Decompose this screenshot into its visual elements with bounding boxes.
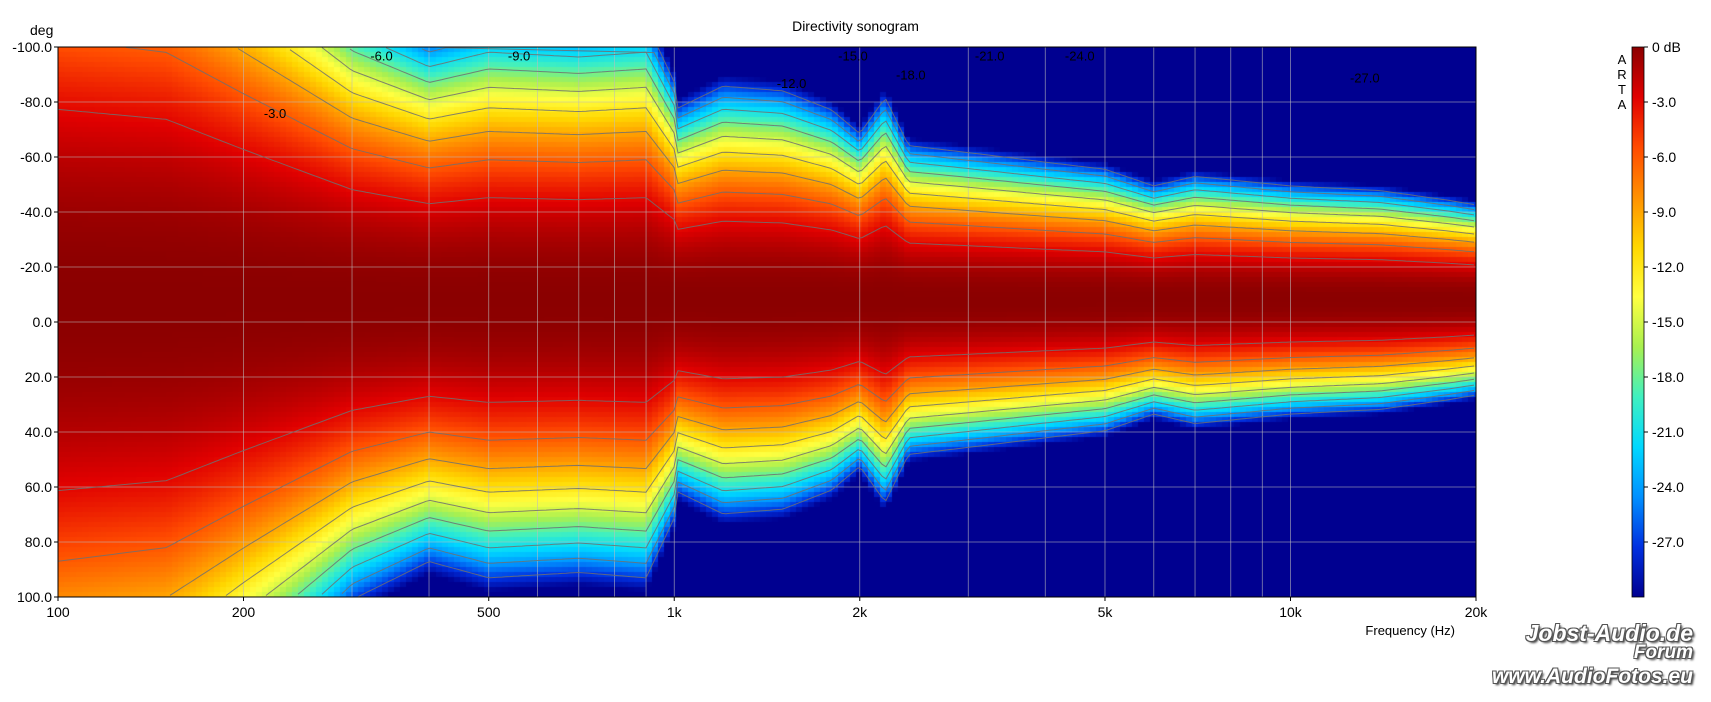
- colorbar-tick-label: -6.0: [1652, 149, 1676, 165]
- y-tick-label: -40.0: [20, 204, 52, 220]
- arta-letter: A: [1617, 52, 1627, 67]
- contour-lines: [57, 46, 1475, 598]
- contour-line: [289, 49, 1475, 235]
- y-tick-label: 20.0: [25, 369, 52, 385]
- y-tick-label: 80.0: [25, 534, 52, 550]
- watermark-line-1: Jobst-Audio.de: [1525, 620, 1693, 646]
- arta-letter: A: [1617, 97, 1627, 112]
- contour-line: [357, 394, 1475, 598]
- contour-label: -12.0: [777, 76, 807, 91]
- watermark-line-3: www.AudioFotos.eu: [1491, 665, 1693, 688]
- contour-label: -21.0: [975, 48, 1005, 63]
- y-tick-label: -20.0: [20, 259, 52, 275]
- colorbar-tick-label: -9.0: [1652, 204, 1676, 220]
- contour-labels: -3.0 -6.0 -9.0 -12.0 -15.0 -18.0 -21.0 -24.0 -27…: [264, 48, 1380, 121]
- contour-line: [297, 378, 1475, 595]
- x-tick-label: 100: [46, 604, 70, 620]
- colorbar: 0 dB -3.0 -6.0 -9.0 -12.0 -15.0 -18.0 -21.0 -24.…: [1631, 39, 1684, 598]
- axes: -100.0 -80.0 -60.0 -40.0 -20.0 0.0 20.0 40.0 60.…: [12, 39, 1488, 638]
- contour-line: [321, 384, 1475, 595]
- x-tick-label: 2k: [852, 604, 868, 620]
- y-tick-label: 100.0: [17, 589, 52, 605]
- y-tick-label: 0.0: [33, 314, 53, 330]
- x-tick-label: 1k: [667, 604, 683, 620]
- arta-letter: R: [1617, 67, 1627, 82]
- y-tick-label: -80.0: [20, 94, 52, 110]
- contour-line: [349, 48, 1475, 222]
- x-axis-label: Frequency (Hz): [1365, 623, 1455, 638]
- colorbar-tick-label: 0 dB: [1652, 39, 1681, 55]
- contour-line: [341, 389, 1475, 594]
- colorbar-tick-label: -27.0: [1652, 534, 1684, 550]
- colorbar-tick-label: -24.0: [1652, 479, 1684, 495]
- contour-line: [57, 334, 1475, 492]
- contour-line: [421, 47, 1475, 211]
- x-tick-label: 20k: [1465, 604, 1489, 620]
- colorbar-tick-label: -18.0: [1652, 369, 1684, 385]
- contour-line: [169, 357, 1475, 596]
- y-tick-label: 40.0: [25, 424, 52, 440]
- colorbar-tick-label: -3.0: [1652, 94, 1676, 110]
- colorbar-tick-label: -12.0: [1652, 259, 1684, 275]
- contour-line: [265, 372, 1475, 596]
- contour-label: -9.0: [508, 48, 530, 63]
- contour-label: -3.0: [264, 106, 286, 121]
- watermark-line-2: Forum: [1633, 642, 1693, 663]
- colorbar-tick-label: -15.0: [1652, 314, 1684, 330]
- contour-line: [657, 47, 1475, 206]
- contour-line: [237, 48, 1475, 243]
- watermark-logo: Jobst-Audio.de Forum www.AudioFotos.eu: [1491, 620, 1693, 688]
- y-axis-unit-label: deg: [30, 22, 54, 38]
- colorbar-gradient: [1631, 46, 1645, 598]
- arta-letter: T: [1618, 82, 1626, 97]
- x-tick-label: 10k: [1279, 604, 1303, 620]
- y-tick-label: 60.0: [25, 479, 52, 495]
- contour-label: -27.0: [1350, 70, 1380, 85]
- x-tick-label: 500: [477, 604, 501, 620]
- y-tick-label: -100.0: [12, 39, 52, 55]
- contour-line: [225, 365, 1475, 596]
- chart-title: Directivity sonogram: [792, 18, 919, 34]
- arta-vertical-label: A R T A: [1616, 52, 1628, 112]
- contour-line: [125, 46, 1475, 253]
- contour-line: [321, 47, 1475, 228]
- contour-line: [57, 347, 1475, 562]
- contour-label: -18.0: [896, 68, 926, 83]
- contour-label: -24.0: [1065, 48, 1095, 63]
- colorbar-tick-label: -21.0: [1652, 424, 1684, 440]
- contour-line: [385, 47, 1475, 216]
- contour-label: -15.0: [838, 48, 868, 63]
- contour-label: -6.0: [370, 48, 392, 63]
- grid-lines: [57, 46, 1477, 598]
- x-tick-label: 5k: [1098, 604, 1114, 620]
- x-tick-label: 200: [232, 604, 256, 620]
- y-tick-label: -60.0: [20, 149, 52, 165]
- contour-line: [57, 108, 1475, 266]
